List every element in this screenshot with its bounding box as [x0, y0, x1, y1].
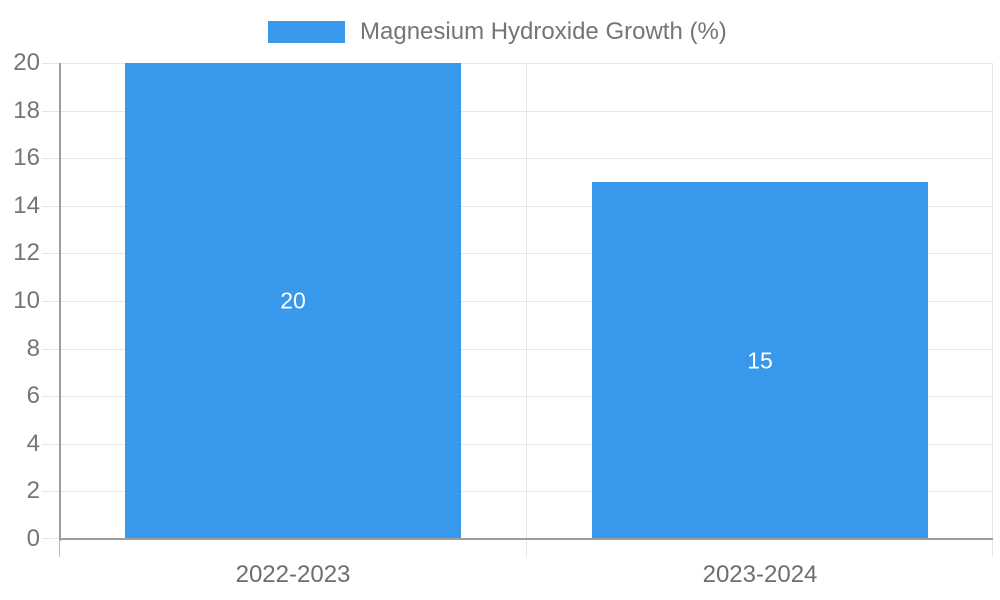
legend-label: Magnesium Hydroxide Growth (%) [360, 18, 727, 45]
gridline [42, 111, 993, 112]
y-tick-label: 16 [13, 144, 40, 171]
gridline [42, 253, 993, 254]
y-tick-label: 20 [13, 49, 40, 76]
x-axis [59, 538, 993, 540]
y-tick-label: 10 [13, 287, 40, 314]
y-tick-label: 8 [26, 335, 40, 362]
legend-swatch-icon [268, 21, 345, 43]
bar-2022-2023[interactable] [125, 63, 461, 539]
gridline [42, 206, 993, 207]
gridline [42, 158, 993, 159]
bar-value-label: 20 [280, 287, 306, 314]
category-boundary-gridline [526, 63, 527, 557]
y-tick-label: 0 [26, 525, 40, 552]
bar-2023-2024[interactable] [592, 182, 928, 539]
y-axis-below-tick [59, 540, 60, 557]
category-boundary-gridline [992, 63, 993, 557]
y-axis [59, 63, 61, 541]
gridline [42, 63, 993, 64]
zero-tick [42, 538, 60, 539]
y-tick-label: 6 [26, 382, 40, 409]
x-tick-label: 2023-2024 [702, 561, 818, 588]
chart-legend: Magnesium Hydroxide Growth (%) [268, 18, 727, 46]
gridline [42, 491, 993, 492]
gridline [42, 301, 993, 302]
gridline [42, 349, 993, 350]
gridline [42, 396, 993, 397]
gridline [42, 444, 993, 445]
y-tick-label: 14 [13, 192, 40, 219]
y-tick-label: 18 [13, 97, 40, 124]
bar-value-label: 15 [747, 347, 773, 374]
x-tick-label: 2022-2023 [235, 561, 351, 588]
y-tick-label: 4 [26, 430, 40, 457]
y-tick-label: 12 [13, 239, 40, 266]
y-tick-label: 2 [26, 477, 40, 504]
